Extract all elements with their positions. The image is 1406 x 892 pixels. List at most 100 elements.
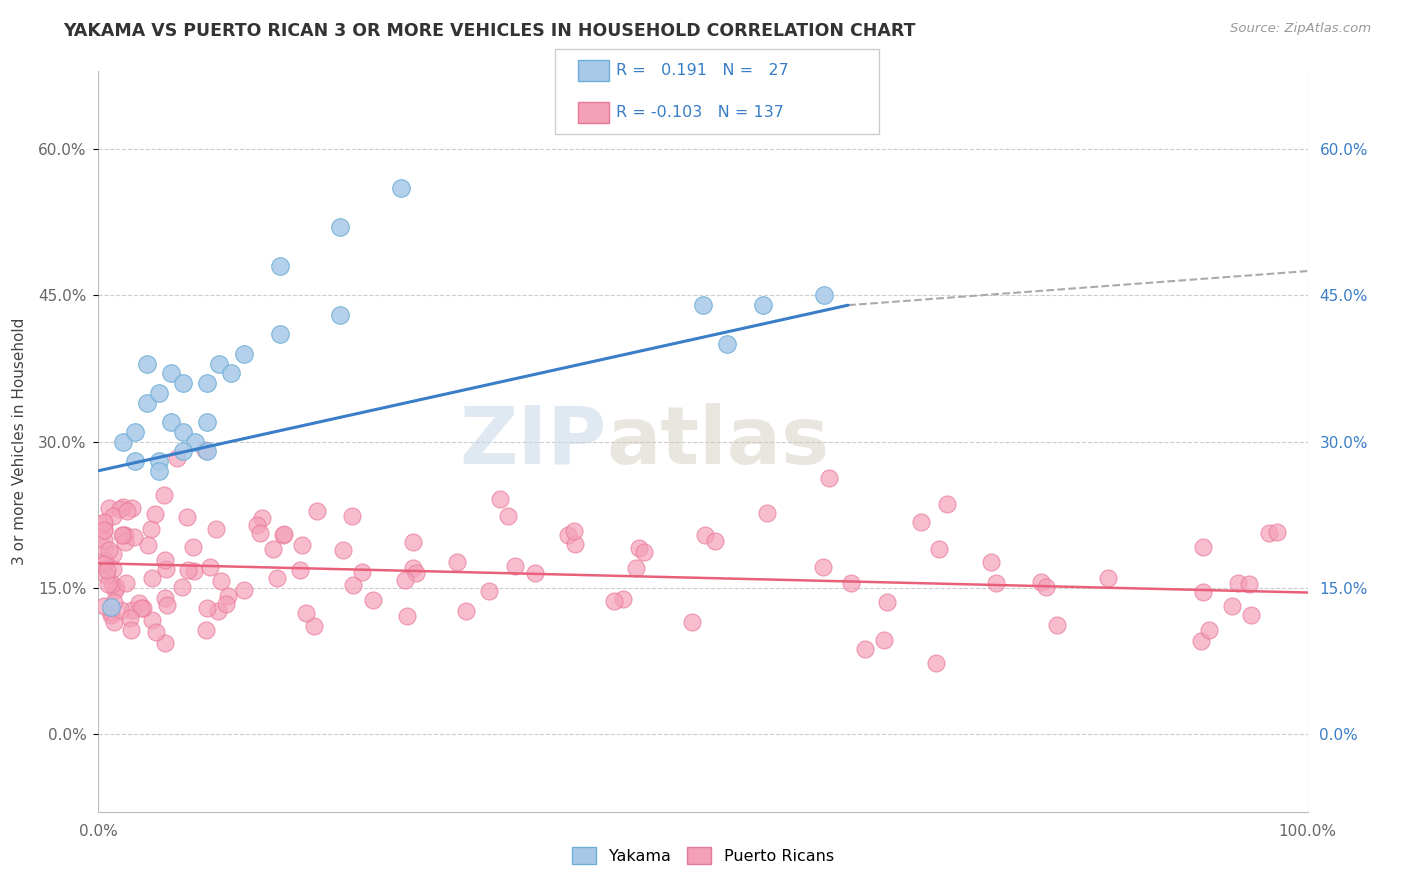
Point bbox=[172, 444, 194, 458]
Point bbox=[405, 566, 427, 580]
Point bbox=[111, 528, 134, 542]
Point bbox=[195, 415, 218, 429]
Point bbox=[101, 547, 124, 561]
Point bbox=[612, 591, 634, 606]
Point bbox=[195, 444, 218, 458]
Point bbox=[1192, 540, 1215, 554]
Point bbox=[215, 597, 238, 611]
Point bbox=[153, 591, 176, 606]
Text: YAKAMA VS PUERTO RICAN 3 OR MORE VEHICLES IN HOUSEHOLD CORRELATION CHART: YAKAMA VS PUERTO RICAN 3 OR MORE VEHICLE… bbox=[63, 22, 915, 40]
Point bbox=[342, 577, 364, 591]
Point bbox=[135, 357, 157, 371]
Point bbox=[936, 498, 959, 512]
Point bbox=[249, 526, 271, 541]
Point bbox=[291, 538, 314, 552]
Point bbox=[156, 598, 179, 612]
Point bbox=[112, 500, 135, 514]
Point bbox=[101, 562, 124, 576]
Point bbox=[139, 522, 162, 536]
Point bbox=[100, 608, 122, 623]
Point bbox=[910, 515, 932, 529]
Point bbox=[401, 535, 423, 549]
Point bbox=[394, 573, 416, 587]
Point bbox=[232, 347, 254, 361]
Point bbox=[876, 595, 898, 609]
Point bbox=[1191, 585, 1213, 599]
Point bbox=[124, 454, 146, 468]
Point bbox=[250, 511, 273, 525]
Point bbox=[1237, 577, 1260, 591]
Point bbox=[756, 506, 779, 520]
Point bbox=[489, 491, 512, 506]
Point bbox=[181, 540, 204, 554]
Point bbox=[100, 605, 122, 619]
Point bbox=[100, 600, 122, 615]
Point bbox=[208, 357, 231, 371]
Point bbox=[148, 385, 170, 400]
Point bbox=[153, 636, 176, 650]
Point bbox=[207, 604, 229, 618]
Point bbox=[221, 367, 243, 381]
Point bbox=[692, 298, 714, 312]
Point bbox=[148, 464, 170, 478]
Point bbox=[183, 564, 205, 578]
Point bbox=[233, 583, 256, 598]
Point bbox=[93, 516, 115, 530]
Point bbox=[108, 501, 131, 516]
Text: R = -0.103   N = 137: R = -0.103 N = 137 bbox=[616, 105, 783, 120]
Point bbox=[873, 632, 896, 647]
Point bbox=[93, 599, 115, 614]
Point bbox=[1189, 634, 1212, 648]
Point bbox=[97, 577, 120, 591]
Point bbox=[120, 611, 142, 625]
Point bbox=[110, 603, 132, 617]
Point bbox=[564, 524, 586, 538]
Point bbox=[172, 425, 194, 439]
Point bbox=[177, 563, 200, 577]
Point bbox=[121, 500, 143, 515]
Point bbox=[329, 308, 352, 322]
Point bbox=[98, 542, 121, 557]
Point bbox=[1220, 599, 1243, 613]
Point bbox=[217, 589, 239, 603]
Point bbox=[141, 613, 163, 627]
Point bbox=[269, 259, 291, 273]
Point bbox=[93, 523, 115, 537]
Point bbox=[93, 557, 115, 571]
Point bbox=[129, 600, 152, 615]
Point bbox=[262, 541, 284, 556]
Point bbox=[170, 580, 193, 594]
Point bbox=[505, 559, 527, 574]
Point bbox=[704, 533, 727, 548]
Point bbox=[524, 566, 547, 580]
Point bbox=[454, 604, 477, 618]
Point bbox=[135, 395, 157, 409]
Point bbox=[1240, 607, 1263, 622]
Point bbox=[817, 471, 839, 485]
Point bbox=[1226, 576, 1249, 591]
Point bbox=[103, 595, 125, 609]
Point bbox=[121, 603, 143, 617]
Legend: Yakama, Puerto Ricans: Yakama, Puerto Ricans bbox=[565, 841, 841, 871]
Point bbox=[114, 576, 136, 591]
Text: atlas: atlas bbox=[606, 402, 830, 481]
Point bbox=[93, 558, 115, 572]
Point bbox=[152, 488, 174, 502]
Point bbox=[176, 510, 198, 524]
Point bbox=[145, 625, 167, 640]
Point bbox=[246, 518, 269, 533]
Point bbox=[205, 522, 228, 536]
Point bbox=[395, 609, 418, 624]
Point bbox=[853, 642, 876, 657]
Point bbox=[122, 530, 145, 544]
Point bbox=[198, 560, 221, 574]
Point bbox=[148, 454, 170, 468]
Point bbox=[96, 563, 118, 577]
Point bbox=[496, 508, 519, 523]
Point bbox=[681, 615, 703, 630]
Point bbox=[273, 528, 295, 542]
Point bbox=[839, 576, 862, 591]
Point bbox=[1198, 623, 1220, 637]
Point bbox=[93, 541, 115, 555]
Point bbox=[302, 619, 325, 633]
